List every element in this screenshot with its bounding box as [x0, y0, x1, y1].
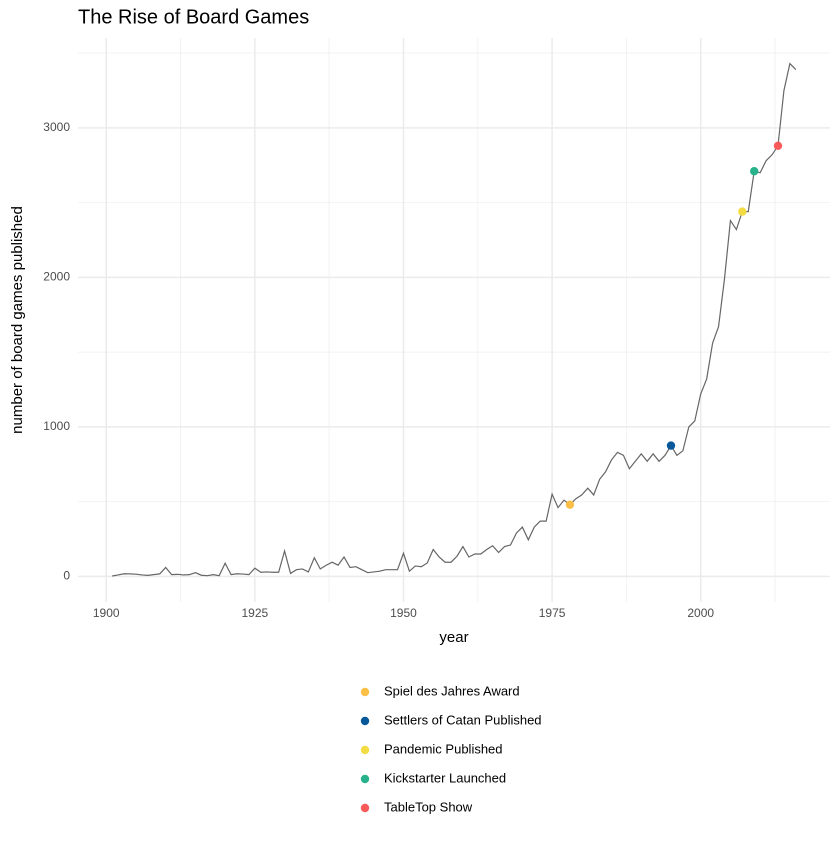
- x-tick-label: 1975: [539, 606, 566, 620]
- y-tick-label: 1000: [43, 419, 70, 433]
- legend-label: Spiel des Jahres Award: [384, 683, 520, 698]
- x-tick-label: 2000: [687, 606, 714, 620]
- x-tick-label: 1925: [242, 606, 269, 620]
- chart-title: The Rise of Board Games: [78, 6, 309, 28]
- event-point: [565, 500, 575, 509]
- legend-key: [360, 803, 370, 813]
- legend-label: Kickstarter Launched: [384, 770, 506, 785]
- y-tick-label: 2000: [43, 270, 70, 284]
- legend-key: [360, 687, 370, 697]
- legend-key: [360, 745, 370, 755]
- legend-label: Pandemic Published: [384, 741, 503, 756]
- y-tick-label: 3000: [43, 120, 70, 134]
- y-axis-label: number of board games published: [9, 206, 26, 434]
- event-point: [773, 141, 783, 151]
- legend-key: [360, 716, 370, 726]
- event-point: [738, 207, 747, 216]
- line: [112, 62, 797, 577]
- event-point: [750, 167, 759, 176]
- legend-key: [360, 774, 370, 784]
- event-point: [666, 441, 676, 450]
- x-tick-label: 1900: [93, 606, 120, 620]
- x-axis-label: year: [439, 629, 468, 646]
- x-tick-label: 1950: [390, 606, 417, 620]
- legend-label: TableTop Show: [384, 799, 473, 814]
- legend-label: Settlers of Catan Published: [384, 712, 542, 727]
- y-tick-label: 0: [63, 569, 70, 583]
